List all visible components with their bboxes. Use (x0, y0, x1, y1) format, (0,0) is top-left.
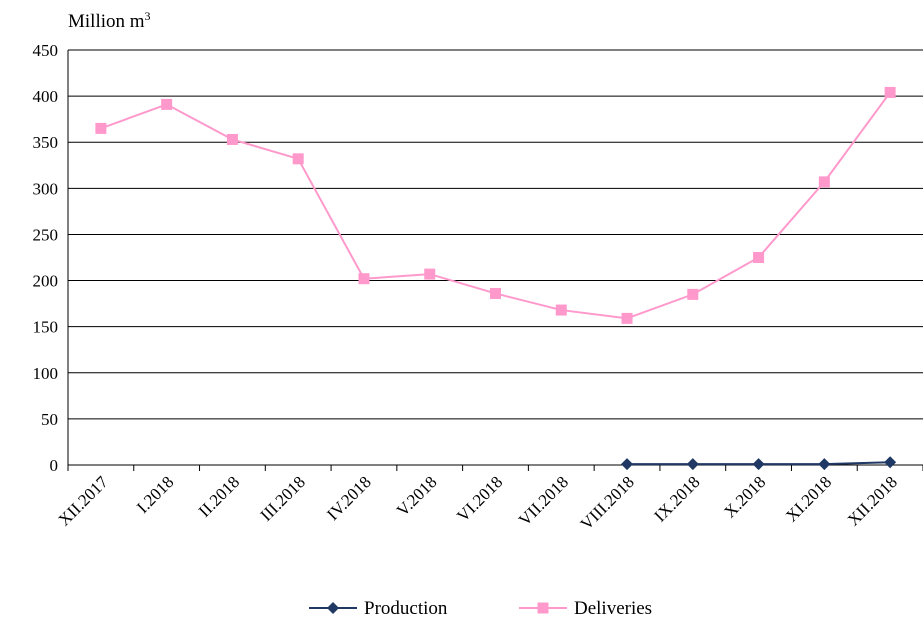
x-tick-label: V.2018 (393, 472, 441, 520)
deliveries-point (753, 252, 765, 263)
production-point (818, 458, 831, 471)
y-tick-label: 450 (33, 41, 59, 60)
x-tick-label: VII.2018 (515, 472, 572, 529)
legend-item-deliveries: Deliveries (519, 598, 652, 619)
deliveries-point (424, 268, 436, 280)
y-tick-label: 300 (33, 179, 59, 198)
legend-swatch-marker (327, 602, 339, 614)
legend: Production Deliveries (309, 598, 652, 619)
x-tick-label: II.2018 (195, 472, 243, 520)
x-tick-label: XI.2018 (782, 472, 835, 525)
production-point (686, 458, 699, 471)
plot-area (95, 86, 897, 471)
deliveries-line (100, 91, 891, 320)
production-point (884, 456, 897, 469)
deliveries-point (490, 287, 501, 299)
x-tick-label: III.2018 (257, 472, 309, 524)
y-tick-label: 350 (33, 133, 59, 152)
y-axis: 0 50 100 150 200 250 300 350 400 450 (33, 41, 59, 475)
x-tick-label: XII.2017 (55, 472, 113, 530)
x-tick-label: VI.2018 (453, 472, 506, 525)
deliveries-point (687, 288, 699, 300)
y-tick-label: 400 (33, 87, 59, 106)
deliveries-point (621, 312, 633, 324)
deliveries-point (884, 86, 896, 98)
legend-swatch-marker (537, 602, 549, 614)
deliveries-point (226, 133, 238, 145)
production-point (752, 458, 765, 471)
x-tick-label: IV.2018 (323, 472, 375, 524)
deliveries-point (95, 122, 107, 134)
production-point (621, 458, 634, 471)
x-axis: XII.2017 I.2018 II.2018 III.2018 IV.2018 V.20… (55, 465, 923, 534)
y-tick-label: 50 (41, 410, 58, 429)
deliveries-point (818, 176, 830, 188)
gridlines (67, 49, 923, 466)
y-tick-label: 100 (33, 364, 59, 383)
x-tick-label: X.2018 (720, 472, 769, 521)
deliveries-point (292, 153, 304, 165)
legend-label: Production (364, 598, 448, 619)
x-tick-label: XII.2018 (844, 472, 901, 529)
legend-item-production: Production (309, 598, 448, 619)
deliveries-point (555, 304, 567, 316)
unit-label: Million m3 (68, 9, 151, 32)
x-tick-label: I.2018 (133, 472, 177, 516)
legend-label: Deliveries (574, 598, 652, 619)
deliveries-point (358, 273, 370, 285)
x-tick-label: IX.2018 (650, 472, 703, 525)
y-tick-label: 250 (33, 225, 59, 244)
deliveries-point (161, 98, 173, 110)
y-tick-label: 200 (33, 272, 59, 291)
x-tick-label: VIII.2018 (577, 472, 638, 533)
y-tick-label: 0 (50, 456, 59, 475)
y-tick-label: 150 (33, 318, 59, 337)
